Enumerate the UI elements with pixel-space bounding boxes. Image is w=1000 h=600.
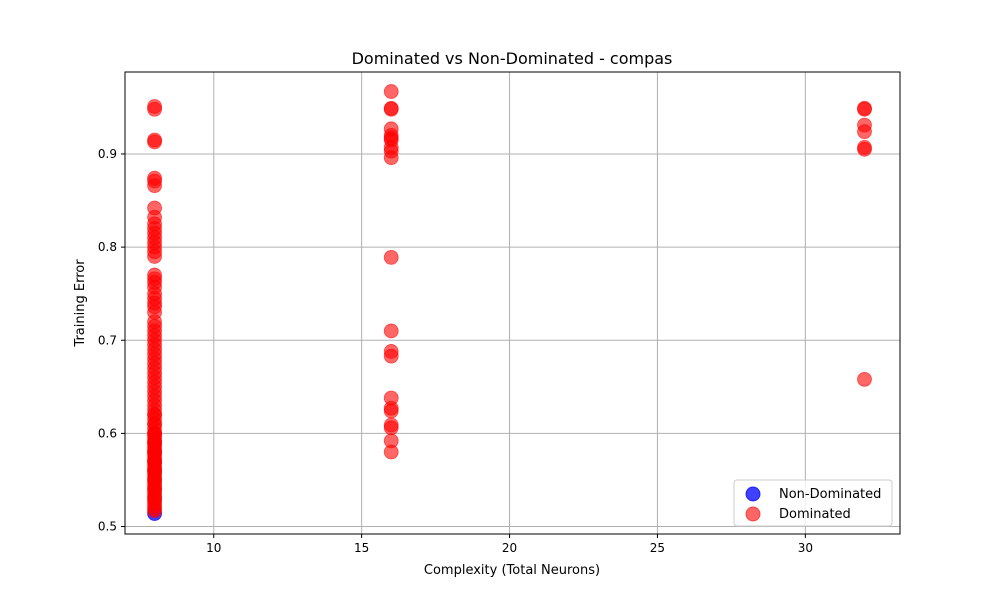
point-dominated: [383, 150, 399, 166]
point-dominated: [147, 491, 162, 507]
legend-box: [733, 479, 893, 527]
point-dominated: [383, 323, 399, 339]
legend-label-non-dominated: Non-Dominated: [779, 487, 881, 502]
y-tick-label: 0.6: [98, 426, 117, 440]
legend-marker-non-dominated: [745, 486, 761, 502]
legend-label-dominated: Dominated: [779, 507, 851, 522]
chart-title: Dominated vs Non-Dominated - compas: [352, 49, 673, 68]
data-points: [147, 84, 872, 521]
y-tick-label: 0.9: [98, 147, 117, 161]
x-axis-label: Complexity (Total Neurons): [424, 563, 600, 578]
x-tick-label: 15: [354, 541, 369, 555]
point-dominated: [147, 463, 162, 479]
point-dominated: [147, 249, 162, 264]
grid: [125, 72, 900, 534]
point-dominated: [857, 371, 872, 387]
point-dominated: [383, 420, 399, 436]
legend-marker-dominated: [745, 506, 761, 522]
point-dominated: [383, 249, 399, 265]
point-dominated: [383, 84, 399, 99]
x-tick-label: 10: [206, 541, 221, 555]
point-dominated: [857, 124, 872, 140]
plot-area-frame: [124, 71, 901, 535]
point-dominated: [147, 101, 162, 117]
y-axis-label: Training Error: [73, 259, 88, 348]
y-tick-label: 0.8: [98, 240, 117, 254]
point-dominated: [147, 134, 162, 150]
point-dominated: [147, 178, 162, 194]
x-tick-label: 30: [798, 541, 813, 555]
y-tick-label: 0.5: [98, 520, 117, 534]
axis-ticks: 10 15 20 25 30 0.5 0.6 0.7 0.8 0.9: [98, 147, 813, 555]
y-tick-label: 0.7: [98, 333, 117, 347]
x-tick-label: 20: [502, 541, 517, 555]
point-dominated: [857, 141, 872, 157]
point-dominated: [383, 403, 399, 419]
point-dominated: [383, 101, 399, 117]
x-tick-label: 25: [650, 541, 665, 555]
legend: Non-Dominated Dominated: [733, 479, 893, 527]
point-dominated: [383, 444, 399, 460]
point-dominated: [857, 101, 872, 117]
point-dominated: [383, 348, 399, 364]
